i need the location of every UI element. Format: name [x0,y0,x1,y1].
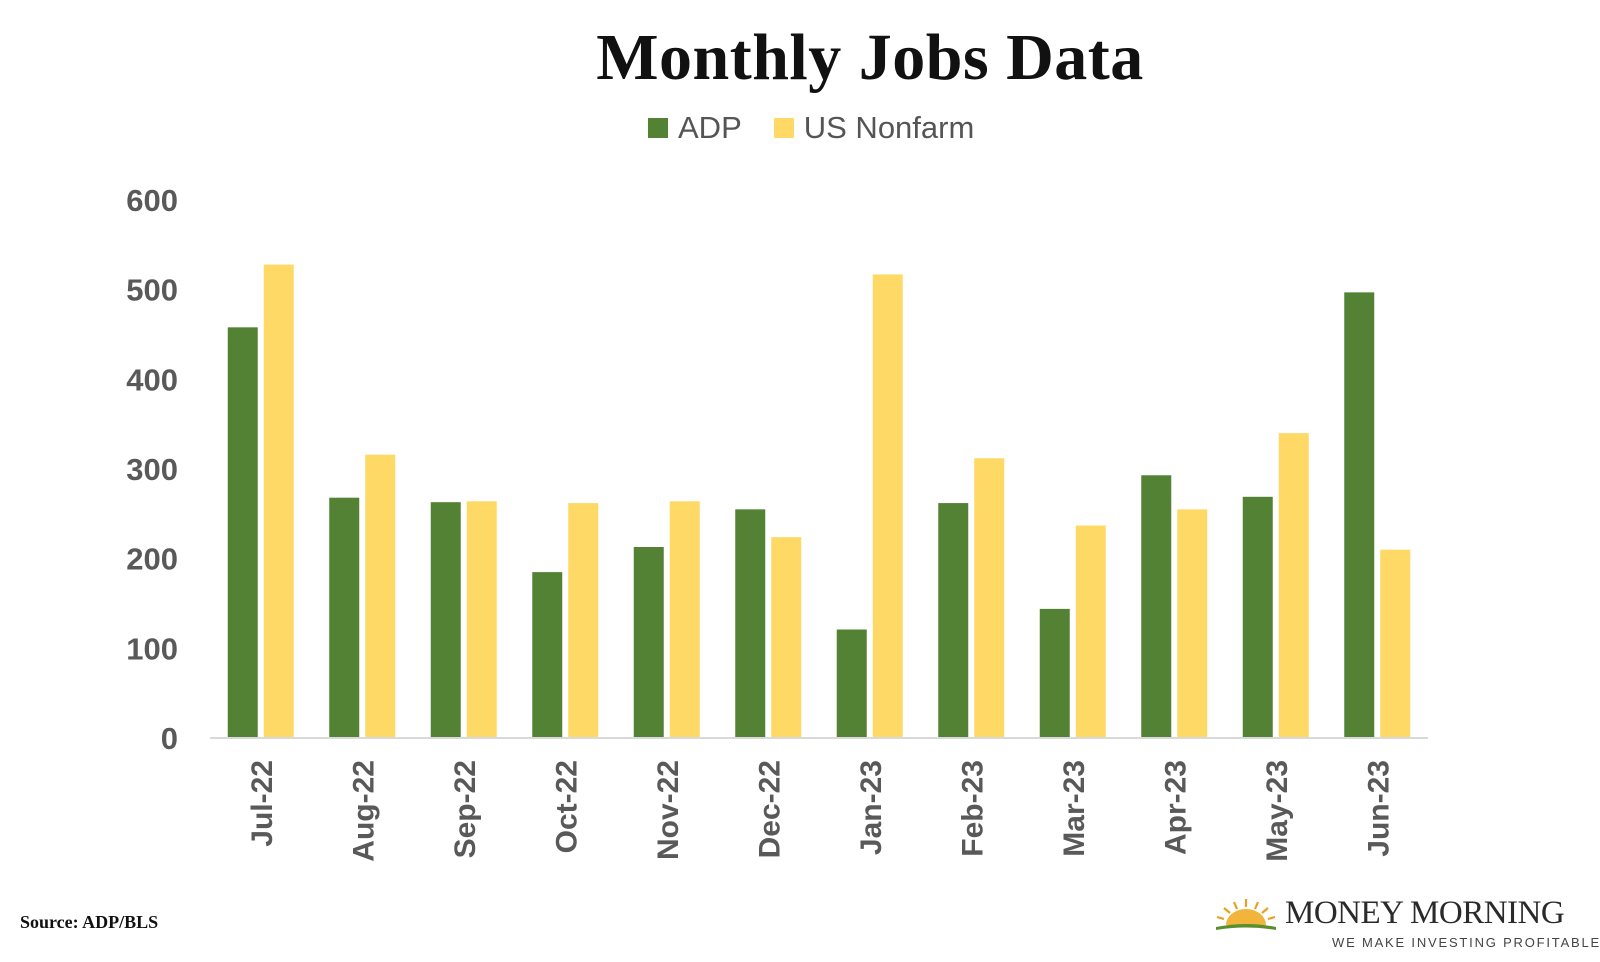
bar-adp-jan-23 [836,629,867,738]
bar-nonfarm-sep-22 [466,501,497,738]
y-tick-label: 400 [126,362,178,397]
y-tick-label: 300 [126,452,178,487]
y-tick-label: 100 [126,631,178,666]
bar-adp-sep-22 [430,502,461,738]
brand-tagline: WE MAKE INVESTING PROFITABLE [1332,935,1600,950]
bar-adp-jun-23 [1344,292,1375,738]
legend-item-nonfarm: US Nonfarm [773,110,975,146]
x-tick-label: Jun-23 [1362,760,1395,857]
x-tick-label: Jul-22 [246,760,279,847]
x-tick-label: Jan-23 [855,760,888,855]
legend-item-adp: ADP [648,110,742,146]
bar-adp-may-23 [1242,496,1273,738]
bar-nonfarm-oct-22 [568,503,599,738]
brand-logo: MONEY MORNING WE MAKE INVESTING PROFITAB… [1212,895,1599,955]
bar-adp-oct-22 [532,572,563,738]
brand-name: MONEY MORNING [1285,895,1565,931]
x-tick-label: Oct-22 [550,760,583,853]
chart-legend: ADP US Nonfarm [648,108,1006,148]
y-tick-label: 500 [126,273,178,308]
x-tick-label: Apr-23 [1159,760,1192,855]
sunrise-icon [1216,899,1276,930]
bar-nonfarm-feb-23 [974,458,1005,738]
bar-adp-mar-23 [1039,608,1070,738]
bar-nonfarm-mar-23 [1075,525,1106,738]
source-note: Source: ADP/BLS [20,912,159,932]
bar-adp-aug-22 [329,497,360,738]
bar-adp-apr-23 [1141,475,1172,738]
bar-nonfarm-may-23 [1278,433,1309,738]
bar-adp-nov-22 [633,547,664,738]
x-tick-label: Mar-23 [1058,760,1091,857]
x-tick-label: May-23 [1261,760,1294,862]
chart-title: Monthly Jobs Data [596,21,1144,94]
x-tick-label: Feb-23 [956,760,989,857]
legend-label-adp: ADP [678,110,742,145]
legend-swatch-adp [648,118,668,138]
y-tick-label: 0 [161,721,178,756]
bar-adp-feb-23 [938,503,969,738]
bar-nonfarm-nov-22 [669,501,700,738]
bar-adp-jul-22 [227,327,258,738]
bar-nonfarm-apr-23 [1177,509,1208,738]
bar-nonfarm-jul-22 [263,264,294,738]
bar-nonfarm-dec-22 [771,537,802,738]
bar-nonfarm-jun-23 [1380,549,1411,738]
y-tick-label: 200 [126,542,178,577]
x-tick-label: Sep-22 [449,760,482,858]
bar-nonfarm-aug-22 [365,454,396,738]
legend-swatch-nonfarm [773,118,794,138]
x-tick-label: Aug-22 [347,760,380,862]
legend-label-nonfarm: US Nonfarm [803,110,975,145]
x-tick-label: Dec-22 [753,760,786,858]
bar-adp-dec-22 [735,509,766,738]
y-tick-label: 600 [126,183,178,218]
bar-nonfarm-jan-23 [872,274,903,738]
x-tick-label: Nov-22 [652,760,685,860]
